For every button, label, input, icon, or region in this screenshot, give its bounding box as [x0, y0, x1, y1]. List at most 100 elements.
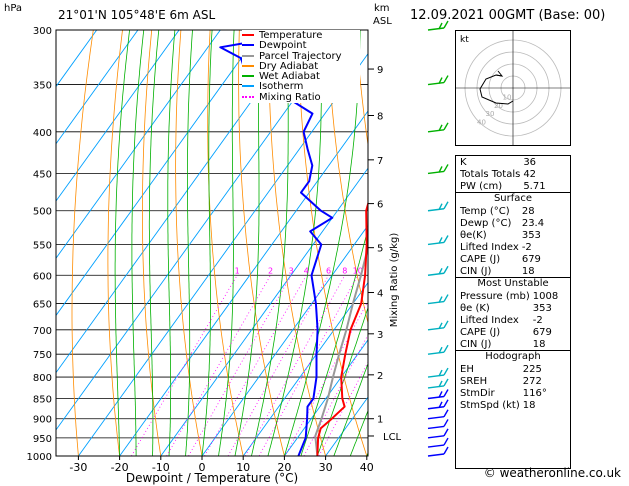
x-tick-label: 10	[236, 461, 250, 474]
row-value: 36	[523, 157, 537, 168]
wind-barb	[427, 241, 445, 246]
legend-item: Mixing Ratio	[242, 92, 360, 103]
wind-barb	[427, 385, 445, 389]
wind-barb-flag	[438, 391, 443, 398]
pressure-tick-label: 850	[33, 394, 52, 405]
x-tick-label: 30	[319, 461, 333, 474]
wind-barb-flag	[443, 344, 449, 353]
pressure-tick-label: 500	[33, 207, 52, 218]
wind-barb-flag	[438, 124, 443, 132]
wind-barb-flag	[443, 437, 449, 446]
mixing-ratio-label: 25	[409, 266, 419, 275]
indices-table: K 36 Totals Totals 42 PW (cm) 5.71	[456, 156, 570, 192]
row-label: Pressure (mb)	[460, 291, 530, 302]
pressure-tick-label: 650	[33, 300, 52, 311]
dry-adiabat-line	[326, 30, 368, 325]
table-row: CIN (J) 18	[456, 338, 570, 350]
row-value: 18	[532, 339, 546, 350]
wind-barb-flag	[443, 235, 449, 243]
wet-adiabat-line	[131, 30, 145, 456]
legend-label: Temperature	[259, 30, 323, 41]
height-tick-label: 1	[377, 415, 383, 426]
wind-barb	[427, 425, 445, 430]
row-value: 116°	[522, 388, 547, 399]
table-row: CIN (J) 18	[456, 265, 570, 277]
dry-adiabat-line	[207, 30, 244, 456]
wind-barb-flag	[443, 419, 449, 427]
wind-barb-flag	[443, 399, 449, 408]
row-value: 1008	[532, 291, 559, 302]
wind-barb-flag	[438, 267, 443, 275]
hodograph-table: EH 225 SREH 272 StmDir 116° StmSpd (kt) 18	[456, 363, 570, 411]
row-value: 225	[522, 364, 542, 375]
x-axis-label: Dewpoint / Temperature (°C)	[126, 471, 298, 485]
row-value: 18	[521, 266, 535, 277]
row-value: 23.4	[521, 218, 545, 229]
pressure-tick-label: 1000	[27, 452, 52, 463]
dry-adiabat-line	[175, 30, 203, 456]
row-value: 28	[521, 206, 535, 217]
legend-item: Wet Adiabat	[242, 72, 360, 82]
hodograph-unit-label: kt	[460, 35, 469, 45]
wind-barb-flag	[443, 201, 449, 210]
wind-barb-flag	[443, 378, 449, 387]
row-label: Lifted Index	[460, 315, 519, 326]
mixing-ratio-line	[204, 275, 307, 456]
pressure-tick-label: 600	[33, 271, 52, 282]
isotherm-line	[284, 339, 368, 456]
temperature-line	[316, 200, 368, 456]
dry-adiabat-line	[107, 30, 123, 456]
wind-barb-flag	[443, 428, 449, 437]
table-row: PW (cm) 5.71	[456, 180, 570, 192]
hodograph-ring-label: 20	[494, 102, 503, 110]
legend-swatch	[242, 75, 254, 78]
mixing-ratio-label: 8	[342, 266, 347, 275]
wet-adiabat-line	[218, 30, 235, 456]
height-tick-label: 4	[377, 289, 383, 300]
wind-barb	[427, 395, 445, 400]
legend-item: Dry Adiabat	[242, 61, 360, 72]
row-label: StmDir	[460, 388, 495, 399]
row-label: Lifted Index	[460, 242, 519, 253]
table-row: Totals Totals 42	[456, 168, 570, 180]
mixing-ratio-line	[166, 275, 271, 456]
dry-adiabat-line	[141, 30, 162, 456]
height-tick-label: 5	[377, 244, 383, 255]
table-row: θe (K) 353	[456, 302, 570, 314]
wind-barb-flag	[443, 367, 449, 376]
most-unstable-title: Most Unstable	[456, 277, 570, 290]
wind-barb	[427, 351, 445, 355]
mixing-ratio-line	[131, 275, 238, 456]
hodograph-arrow	[495, 70, 504, 77]
wind-barb-flag	[443, 389, 449, 397]
x-tick-label: 40	[360, 461, 374, 474]
wind-barb-flag	[438, 346, 443, 354]
table-row: CAPE (J) 679	[456, 326, 570, 338]
wind-barb	[427, 416, 445, 420]
wind-barb-flag	[443, 446, 449, 455]
mixing-ratio-label: 3	[289, 266, 294, 275]
wind-barb	[427, 435, 445, 439]
table-row: Temp (°C) 28	[456, 205, 570, 217]
legend-label: Isotherm	[259, 81, 304, 93]
wind-barb-flag	[443, 294, 449, 302]
wet-adiabat-line	[251, 30, 289, 456]
table-row: K 36	[456, 156, 570, 168]
surface-title: Surface	[456, 192, 570, 205]
wind-barb-flag	[443, 122, 449, 131]
wind-barb-flag	[443, 164, 449, 172]
table-row: θe(K) 353	[456, 229, 570, 241]
row-label: K	[460, 157, 467, 168]
wet-adiabat-line	[185, 30, 193, 456]
mixing-ratio-label: 15	[377, 266, 387, 275]
row-label: PW (cm)	[460, 181, 503, 192]
isotherm-line	[201, 224, 368, 456]
wind-barb-flag	[438, 296, 443, 303]
most-unstable-table: Pressure (mb) 1008 θe (K) 353 Lifted Index -2…	[456, 290, 570, 350]
wet-adiabat-line	[234, 30, 260, 456]
hodograph-ring-label: 30	[486, 110, 495, 118]
wind-barb	[427, 129, 445, 133]
wind-barb-flag	[438, 369, 443, 377]
dry-adiabat-line	[71, 30, 94, 456]
